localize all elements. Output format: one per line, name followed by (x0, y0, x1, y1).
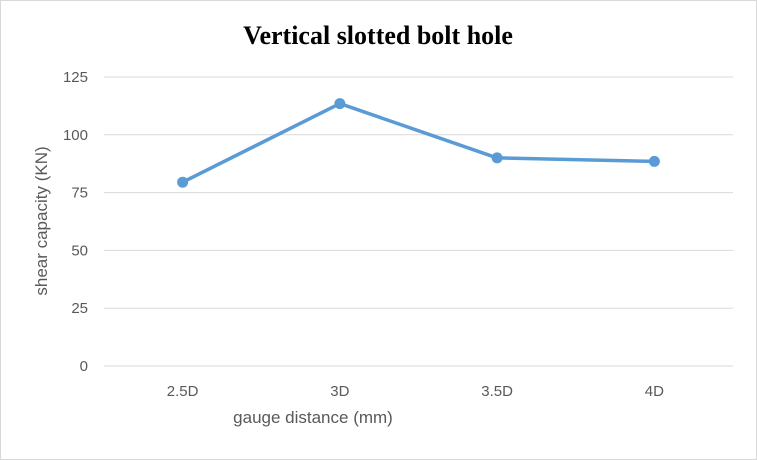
data-point-2.5D (177, 176, 189, 188)
x-tick-label: 2.5D (167, 383, 199, 400)
x-tick-label: 3.5D (481, 383, 513, 400)
x-tick-label: 3D (330, 383, 349, 400)
y-tick-labels: 0 25 50 75 100 125 (63, 69, 88, 375)
y-tick-label: 100 (63, 127, 88, 144)
series-group (177, 98, 660, 188)
gridlines (104, 76, 733, 367)
data-point-3D (334, 98, 346, 110)
x-tick-label: 4D (645, 383, 664, 400)
y-tick-label: 25 (71, 300, 88, 317)
series-line (180, 101, 657, 184)
y-tick-label: 125 (63, 69, 88, 86)
y-tick-label: 75 (71, 185, 88, 202)
data-point-3.5D (491, 152, 503, 164)
x-axis-label: gauge distance (mm) (233, 408, 393, 427)
y-tick-label: 0 (80, 358, 88, 375)
x-tick-labels: 2.5D 3D 3.5D 4D (167, 383, 664, 400)
y-tick-label: 50 (71, 242, 88, 259)
y-axis-label: shear capacity (KN) (32, 146, 51, 295)
data-point-4D (648, 155, 660, 167)
chart-title: Vertical slotted bolt hole (243, 21, 513, 50)
